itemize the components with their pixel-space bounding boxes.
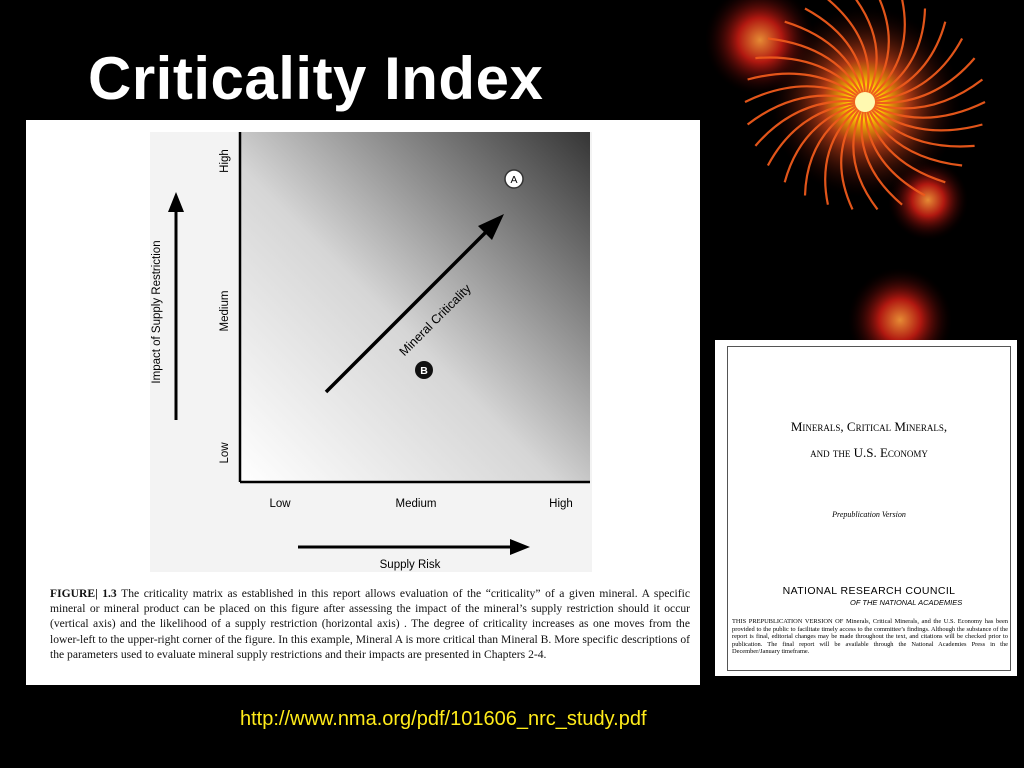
criticality-arrow [324, 228, 490, 394]
firework-ray [840, 101, 866, 210]
firework-ray [864, 0, 906, 103]
y-tick-medium: Medium [219, 291, 231, 332]
y-tick-high: High [219, 149, 231, 173]
firework-ray [863, 101, 946, 184]
marker-b-label: B [420, 365, 428, 377]
firework-ray [864, 8, 927, 103]
firework-ray [824, 101, 866, 205]
figure-caption: FIGURE| 1.3 The criticality matrix as es… [50, 587, 690, 661]
x-tick-low: Low [269, 498, 291, 510]
report-cover-border: Minerals, Critical Minerals, and the U.S… [727, 346, 1011, 671]
criticality-matrix: Impact of Supply Restriction Low Medium … [150, 132, 592, 572]
criticality-gradient [240, 132, 590, 482]
marker-b [415, 361, 433, 379]
caption-text: The criticality matrix as established in… [50, 587, 690, 661]
firework-ray [864, 78, 984, 110]
firework-ray [804, 7, 867, 103]
firework-ray [783, 100, 866, 183]
report-notice: THIS PREPUBLICATION VERSION OF Minerals,… [732, 618, 1008, 656]
firework-ray [766, 100, 866, 167]
x-tick-high: High [549, 498, 573, 510]
caption-label: FIGURE [50, 587, 96, 600]
y-arrow-head-icon [168, 192, 184, 212]
criticality-arrow-head-icon [478, 214, 504, 240]
firework-ray [803, 101, 866, 196]
report-cover: Minerals, Critical Minerals, and the U.S… [715, 340, 1017, 676]
x-tick-medium: Medium [396, 498, 437, 510]
firework-ray [744, 85, 866, 103]
criticality-figure: Impact of Supply Restriction Low Medium … [26, 120, 700, 685]
firework-ray [852, 101, 879, 211]
x-axis-title: Supply Risk [380, 559, 441, 571]
firework-ray [864, 101, 986, 119]
firework-ray [863, 101, 926, 197]
firework-ray [860, 101, 903, 206]
firework-ray [864, 21, 947, 104]
firework-ray [855, 0, 878, 103]
firework-ray [827, 0, 870, 103]
firework-ray [864, 57, 976, 105]
report-org-sub: OF THE NATIONAL ACADEMIES [850, 598, 963, 607]
source-link[interactable]: http://www.nma.org/pdf/101606_nrc_study.… [240, 708, 647, 730]
y-axis-title: Impact of Supply Restriction [151, 240, 163, 383]
firework-ray [864, 37, 964, 104]
report-org: NATIONAL RESEARCH COUNCIL [782, 585, 956, 597]
firework-ray [755, 56, 866, 103]
marker-a [504, 169, 524, 189]
firework-ray [746, 94, 866, 126]
y-tick-low: Low [219, 442, 231, 464]
firework-ray [863, 101, 963, 167]
firework-ray [754, 99, 866, 147]
firework-ray [864, 101, 983, 132]
firework-ray [747, 72, 866, 103]
slide-title: Criticality Index [88, 45, 544, 112]
firework-ray [864, 101, 975, 148]
firework-ray [784, 20, 867, 103]
report-title-line2: and the U.S. Economy [810, 445, 928, 460]
firework-ray [864, 0, 890, 103]
report-title-line1: Minerals, Critical Minerals, [790, 419, 948, 434]
marker-a-label: A [510, 174, 517, 186]
fireworks-orbs-icon [705, 0, 986, 340]
caption-number: 1.3 [102, 587, 117, 600]
report-version: Prepublication Version [832, 510, 906, 519]
x-arrow-head-icon [510, 539, 530, 555]
firework-ray [767, 37, 867, 103]
